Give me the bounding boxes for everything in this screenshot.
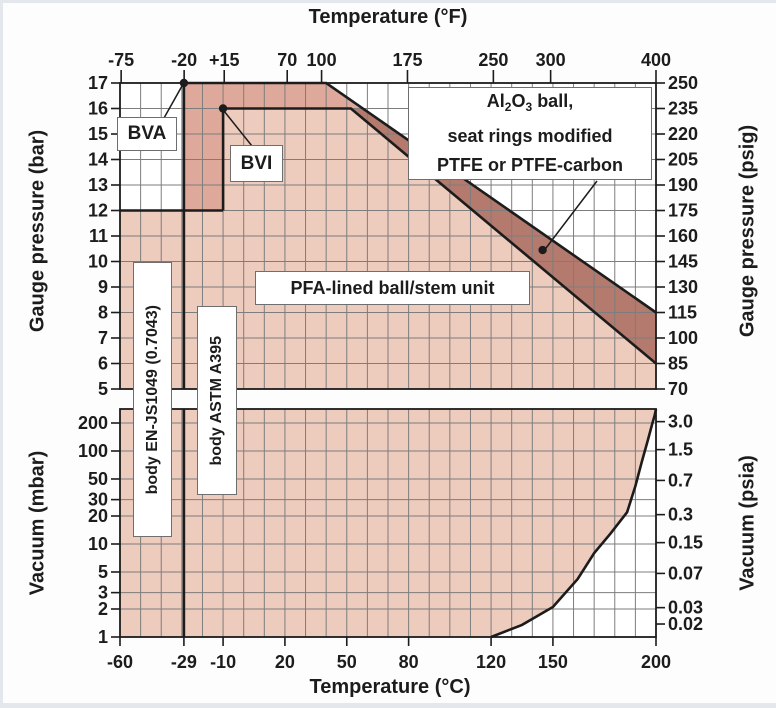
lower-plot-frame xyxy=(119,408,657,638)
psig-tick-label: 115 xyxy=(668,303,697,323)
mbar-tick-label: 50 xyxy=(88,469,108,489)
fahrenheit-tick-label: 300 xyxy=(536,50,566,70)
mbar-tick-label: 1 xyxy=(98,627,108,647)
al2o3-callout-line3: PTFE or PTFE-carbon xyxy=(436,155,623,175)
bva-callout-box: BVA xyxy=(117,117,177,151)
al2o3-callout-line2: seat rings modified xyxy=(447,126,613,146)
fahrenheit-axis: -75 -20 +15 70 100 175 250 300 400 xyxy=(108,50,671,83)
left-upper-axis-title: Gauge pressure (bar) xyxy=(26,129,49,333)
bar-tick-label: 10 xyxy=(88,252,108,272)
fahrenheit-tick-label: 175 xyxy=(392,50,422,70)
mbar-tick-label: 100 xyxy=(78,441,108,461)
callout-leader-lines xyxy=(163,85,598,249)
mbar-tick-label: 2 xyxy=(98,599,108,619)
window-edge-left xyxy=(0,0,3,708)
bar-tick-label: 11 xyxy=(89,226,108,246)
body-astm-a395-label: body ASTM A395 xyxy=(197,306,237,495)
bar-tick-label: 9 xyxy=(98,277,108,297)
fahrenheit-tick-label: 250 xyxy=(478,50,508,70)
bar-tick-label: 14 xyxy=(88,150,108,170)
psia-tick-label: 0.15 xyxy=(668,533,703,553)
pfa-lined-region-label: PFA-lined ball/stem unit xyxy=(255,271,530,305)
bva-anchor-dot xyxy=(179,78,189,88)
psia-tick-label: 1.5 xyxy=(668,440,693,460)
celsius-tick-label: -10 xyxy=(210,652,236,672)
psia-tick-label: 0.02 xyxy=(668,614,703,634)
bvi-callout-label: BVI xyxy=(240,152,273,174)
top-axis-title: Temperature (°F) xyxy=(308,6,468,28)
mbar-tick-label: 20 xyxy=(88,506,108,526)
bar-tick-label: 8 xyxy=(98,303,108,323)
psig-tick-label: 160 xyxy=(668,226,698,246)
psia-tick-label: 0.07 xyxy=(668,563,703,583)
psia-tick-label: 0.03 xyxy=(668,598,703,618)
celsius-tick-label: 200 xyxy=(641,652,671,672)
fahrenheit-tick-label: -20 xyxy=(171,50,197,70)
lower-gridlines xyxy=(120,409,656,638)
psig-tick-label: 85 xyxy=(668,354,688,374)
psia-tick-label: 3.0 xyxy=(668,412,693,432)
mbar-tick-label: 200 xyxy=(78,413,108,433)
bar-tick-label: 17 xyxy=(88,73,108,93)
psig-tick-label: 175 xyxy=(668,201,698,221)
left-lower-axis-title: Vacuum (mbar) xyxy=(26,450,49,596)
psia-axis: 3.0 1.5 0.7 0.3 0.15 0.07 0.030.02 xyxy=(656,412,703,634)
window-edge-bottom xyxy=(0,703,776,708)
bvi-limit-line xyxy=(221,107,657,365)
mbar-tick-label: 10 xyxy=(88,534,108,554)
bar-psig-axes: 17 250 16 235 15 220 14 205 13 190 12 175 11 160 10 145… xyxy=(88,73,698,399)
bar-tick-label: 16 xyxy=(88,99,108,119)
psia-tick-label: 0.3 xyxy=(668,505,693,525)
bva-callout-label: BVA xyxy=(127,123,167,144)
psig-tick-label: 205 xyxy=(668,150,698,170)
fahrenheit-tick-label: 70 xyxy=(277,50,297,70)
bvi-anchor-dot xyxy=(218,104,228,113)
bar-tick-label: 15 xyxy=(88,124,108,144)
celsius-tick-label: 20 xyxy=(275,652,295,672)
psia-tick-label: 0.7 xyxy=(668,470,693,490)
right-lower-axis-title: Vacuum (psia) xyxy=(736,455,759,591)
celsius-tick-label: 120 xyxy=(476,652,506,672)
psig-tick-label: 250 xyxy=(668,73,698,93)
al2o3-anchor-dot xyxy=(538,245,547,255)
body-en-js1049-label: body EN-JS1049 (0.7043) xyxy=(133,262,172,537)
bar-tick-label: 5 xyxy=(98,379,108,399)
celsius-tick-label: 150 xyxy=(538,652,568,672)
vacuum-limit-curve xyxy=(490,408,658,639)
right-upper-axis-title: Gauge pressure (psig) xyxy=(736,124,759,338)
mbar-tick-label: 30 xyxy=(88,490,108,510)
psig-tick-label: 190 xyxy=(668,175,698,195)
bar-tick-label: 12 xyxy=(88,201,108,221)
celsius-axis: -60 -29 -10 20 50 80 120 150 200 xyxy=(107,637,671,672)
al2o3-callout-line1: Al2O3 ball, xyxy=(486,91,574,114)
window-edge-top xyxy=(0,0,776,3)
celsius-tick-label: 80 xyxy=(399,652,419,672)
psig-tick-label: 130 xyxy=(668,277,698,297)
mbar-tick-label: 3 xyxy=(98,583,108,603)
psig-tick-label: 145 xyxy=(668,252,698,272)
bar-tick-label: 7 xyxy=(98,328,108,348)
psig-tick-label: 220 xyxy=(668,124,698,144)
lower-vacuum-chart: -60 -29 -10 20 50 80 120 150 2002001005030201053… xyxy=(78,408,703,672)
upper-gridlines xyxy=(120,82,656,390)
fahrenheit-tick-label: -75 xyxy=(108,50,134,70)
bar-tick-label: 13 xyxy=(88,175,108,195)
bottom-axis-title: Temperature (°C) xyxy=(309,676,471,698)
psig-tick-label: 235 xyxy=(668,99,698,119)
fahrenheit-tick-label: 100 xyxy=(307,50,337,70)
mbar-tick-label: 5 xyxy=(98,562,108,582)
al2o3-ball-callout-box: Al2O3 ball, seat rings modified PTFE or … xyxy=(408,87,652,180)
celsius-tick-label: -29 xyxy=(171,652,197,672)
bvi-callout-box: BVI xyxy=(230,145,283,182)
celsius-tick-label: 50 xyxy=(337,652,357,672)
celsius-tick-label: -60 xyxy=(107,652,133,672)
fahrenheit-tick-label: 400 xyxy=(641,50,671,70)
fahrenheit-tick-label: +15 xyxy=(209,50,240,70)
bar-tick-label: 6 xyxy=(98,354,108,374)
psig-tick-label: 70 xyxy=(668,379,688,399)
psig-tick-label: 100 xyxy=(668,328,698,348)
